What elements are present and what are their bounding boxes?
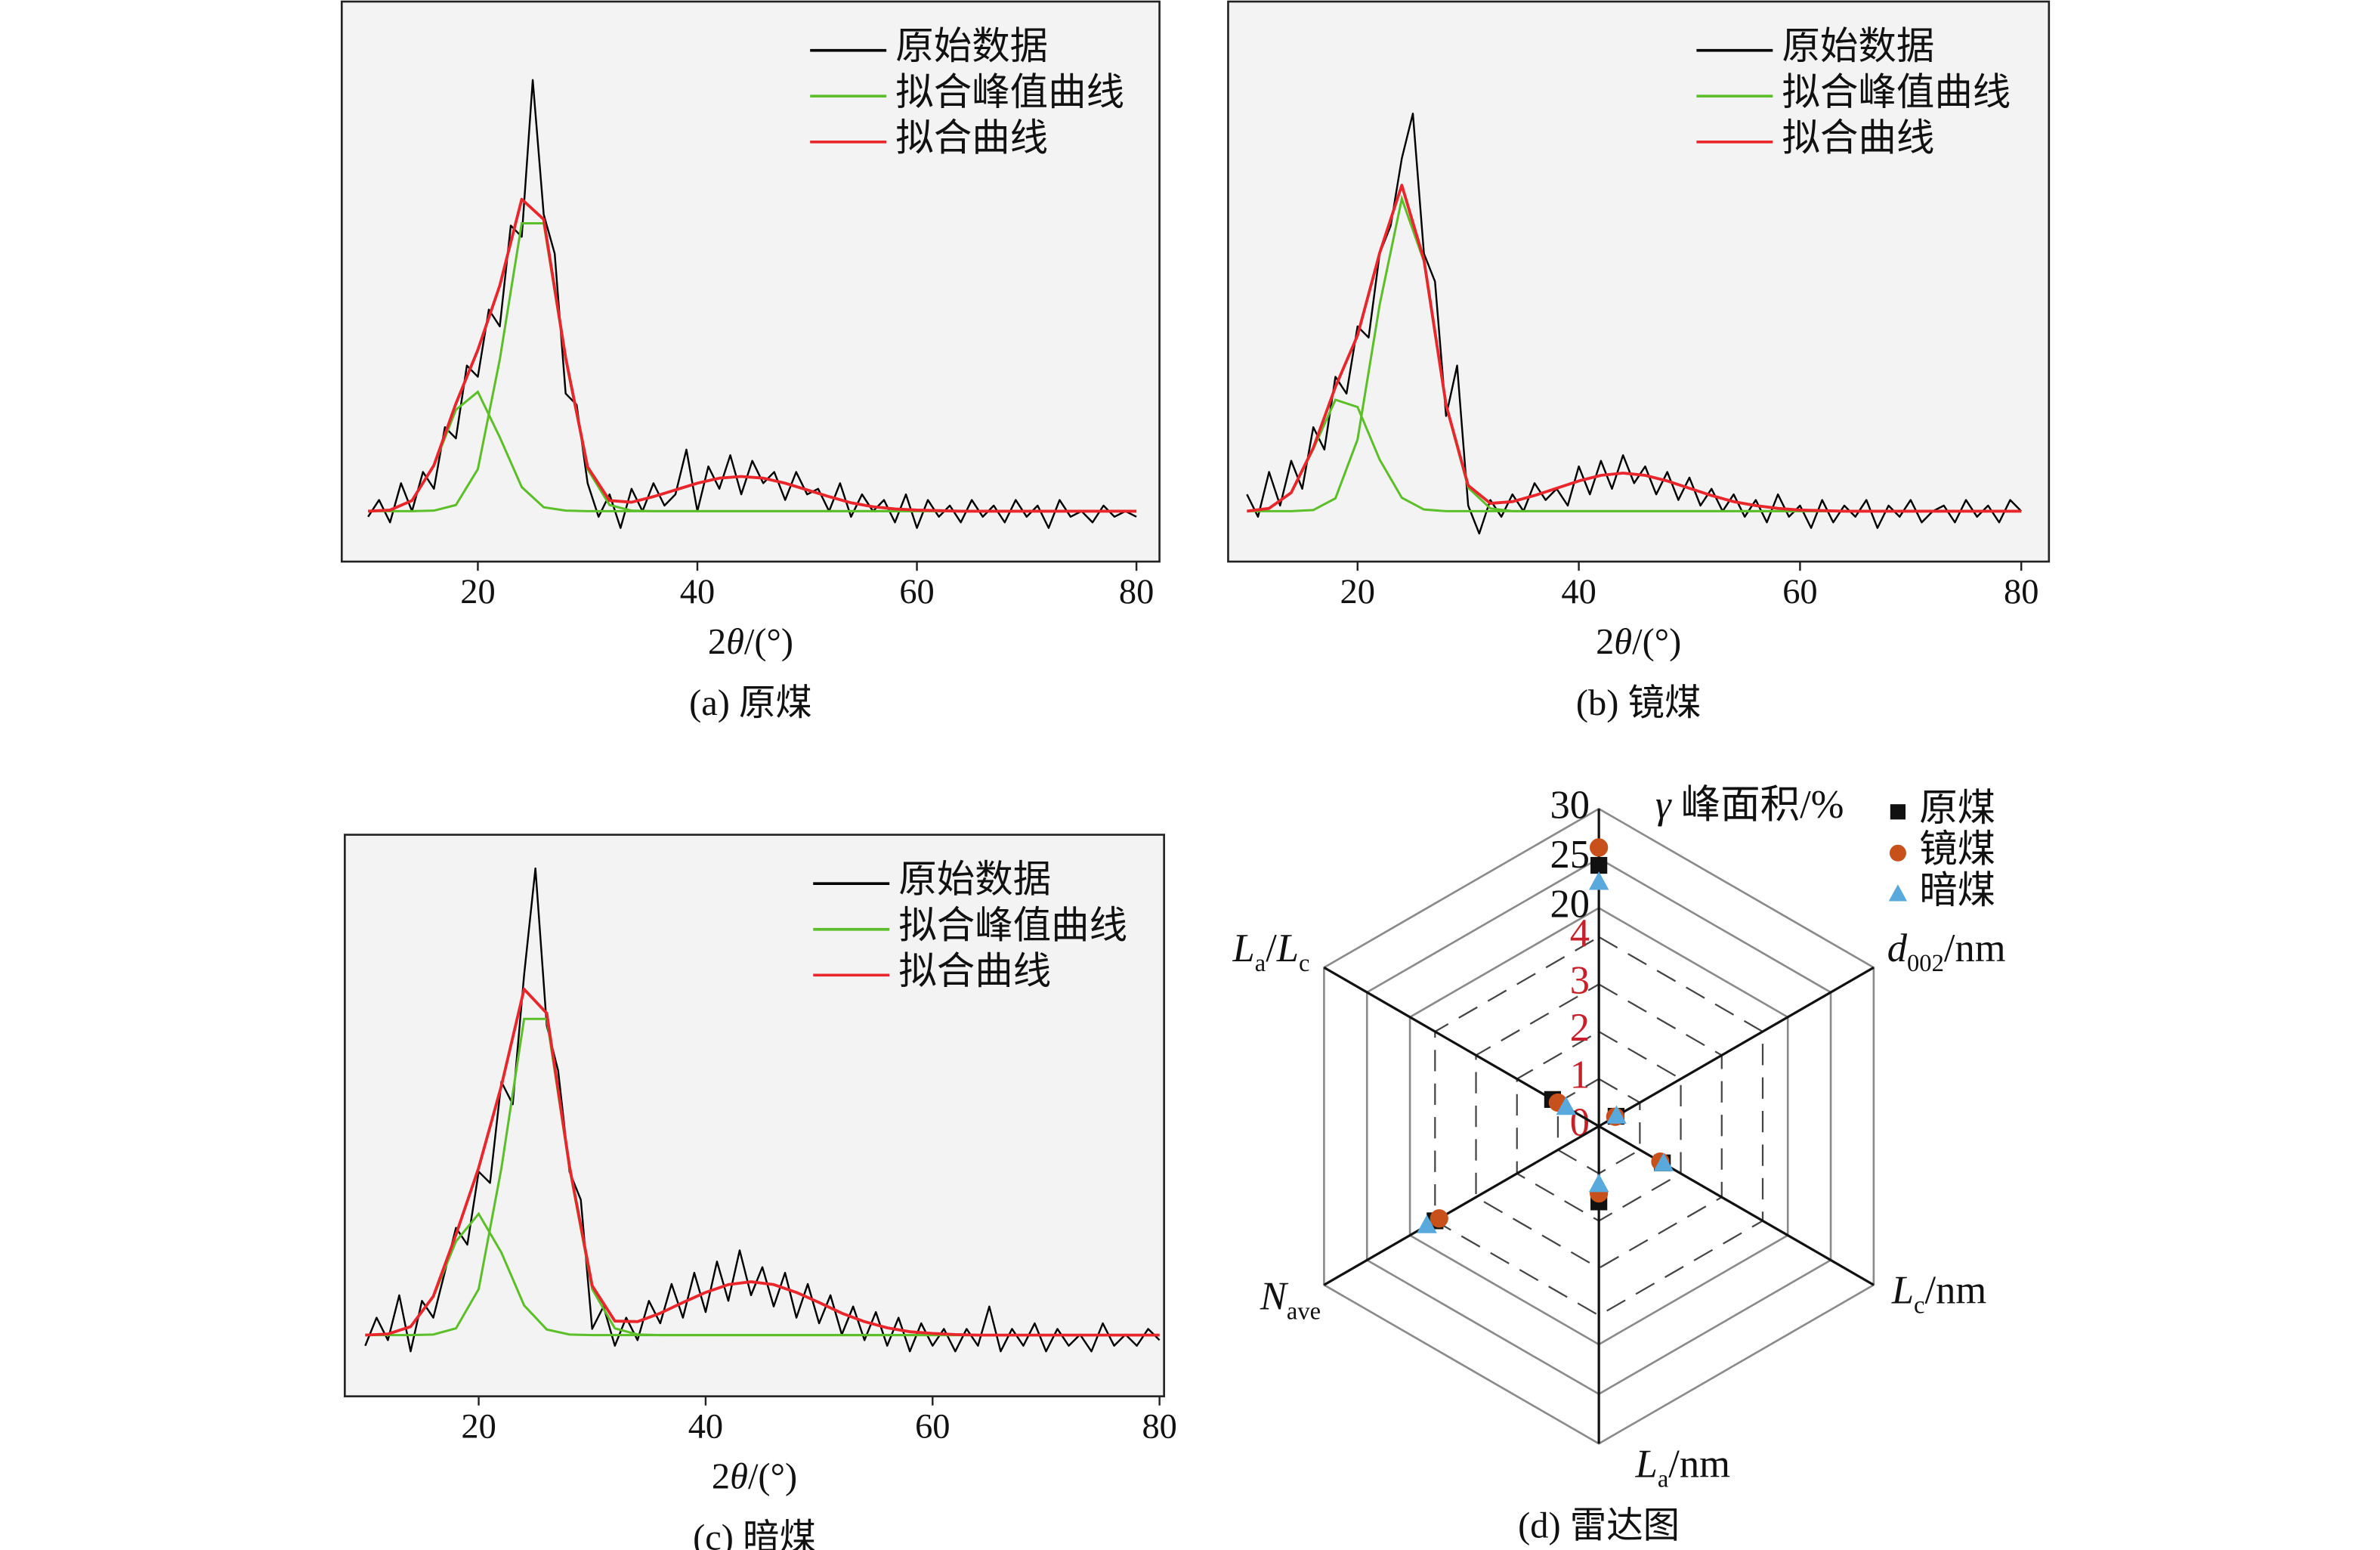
axis-label: Nave: [1260, 1274, 1321, 1325]
legend-label: 原煤: [1919, 787, 1995, 829]
marker-circle: [1430, 1209, 1448, 1228]
axis-label: d002/nm: [1887, 927, 2006, 977]
axis-label: La/Lc: [1232, 927, 1310, 977]
marker-square: [1890, 804, 1906, 820]
radar-spoke: [1598, 966, 1875, 1128]
legend-label: 原始数据: [895, 25, 1048, 67]
label-part: /nm: [1668, 1443, 1730, 1487]
label-part: γ: [1655, 783, 1672, 827]
fit-curve: [1247, 184, 2022, 513]
x-tick-label: 60: [1782, 573, 1817, 611]
caption: (b) 镜煤: [1576, 683, 1702, 723]
label-part: L: [1276, 927, 1299, 970]
caption: (d) 雷达图: [1518, 1505, 1680, 1545]
axis-label: γ 峰面积/%: [1655, 783, 1844, 827]
label-part: θ: [730, 1457, 748, 1497]
legend-label: 拟合峰值曲线: [895, 71, 1124, 113]
legend-label: 拟合曲线: [898, 950, 1051, 992]
legend-label: 拟合曲线: [895, 116, 1048, 159]
legend-label: 拟合峰值曲线: [1782, 71, 2011, 113]
label-part: a: [1658, 1466, 1668, 1493]
label-part: 峰面积/%: [1671, 783, 1844, 827]
r-tick-label: 2: [1570, 1006, 1590, 1050]
label-part: 002: [1907, 951, 1944, 978]
x-tick-label: 20: [460, 573, 495, 611]
label-part: d: [1887, 927, 1908, 970]
x-tick-label: 80: [1119, 573, 1154, 611]
legend-label: 镜煤: [1919, 828, 1995, 870]
x-tick-label: 40: [688, 1408, 723, 1446]
label-part: 2: [712, 1457, 730, 1497]
raw-data-line: [367, 79, 1137, 529]
label-part: /(°): [744, 622, 793, 662]
caption: (a) 原煤: [689, 683, 812, 723]
r-tick-label: 3: [1570, 958, 1590, 1002]
x-axis-label: 2θ/(°): [1596, 622, 1681, 662]
legend-label: 拟合曲线: [1782, 116, 1934, 159]
label-part: a: [1255, 951, 1266, 978]
label-part: θ: [1614, 622, 1632, 662]
label-part: L: [1635, 1443, 1658, 1487]
marker-triangle: [1888, 884, 1908, 902]
label-part: /(°): [1632, 622, 1681, 662]
marker-triangle: [1606, 1105, 1627, 1124]
legend-label: 原始数据: [1782, 25, 1934, 67]
marker-triangle: [1588, 871, 1609, 890]
legend-label: 原始数据: [898, 859, 1051, 901]
x-tick-label: 80: [1142, 1408, 1176, 1446]
label-part: θ: [726, 622, 744, 662]
label-part: /: [1266, 927, 1277, 970]
marker-triangle: [1556, 1096, 1577, 1115]
marker-triangle: [1417, 1214, 1437, 1233]
x-axis-label: 2θ/(°): [712, 1457, 797, 1497]
label-part: c: [1914, 1292, 1924, 1320]
label-part: /(°): [748, 1457, 797, 1497]
r-tick-label: 25: [1550, 833, 1590, 877]
caption: (c) 暗煤: [693, 1518, 816, 1550]
x-tick-label: 40: [680, 573, 715, 611]
plot-area: [1227, 0, 2051, 563]
marker-triangle: [1588, 1174, 1609, 1193]
label-part: ave: [1287, 1298, 1321, 1326]
r-tick-label: 1: [1570, 1053, 1590, 1097]
x-tick-label: 60: [915, 1408, 950, 1446]
label-part: N: [1260, 1274, 1289, 1318]
fit-curve: [365, 987, 1160, 1337]
r-tick-label: 20: [1550, 883, 1590, 927]
radar-spoke: [1323, 1125, 1600, 1286]
legend-label: 暗煤: [1919, 869, 1995, 911]
x-axis-label: 2θ/(°): [708, 622, 793, 662]
label-part: 2: [1596, 622, 1614, 662]
label-part: 2: [708, 622, 726, 662]
marker-triangle: [1653, 1152, 1674, 1171]
label-part: /nm: [1944, 927, 2006, 970]
radar-spoke: [1598, 1125, 1875, 1286]
label-part: L: [1232, 927, 1255, 970]
marker-circle: [1889, 844, 1906, 862]
x-tick-label: 20: [1340, 573, 1375, 611]
raw-data-line: [364, 867, 1161, 1353]
legend-label: 拟合峰值曲线: [898, 904, 1127, 946]
fit-curve: [368, 197, 1137, 513]
label-part: L: [1891, 1268, 1914, 1312]
label-part: /nm: [1925, 1268, 1987, 1312]
r-tick-label: 30: [1550, 783, 1590, 827]
label-part: c: [1299, 951, 1309, 978]
marker-square: [1590, 856, 1608, 874]
plot-area: [344, 834, 1165, 1397]
x-tick-label: 20: [461, 1408, 496, 1446]
x-tick-label: 60: [899, 573, 934, 611]
x-tick-label: 80: [2004, 573, 2038, 611]
r-tick-label: 4: [1570, 911, 1590, 955]
x-tick-label: 40: [1561, 573, 1596, 611]
axis-label: La/nm: [1635, 1443, 1730, 1493]
marker-circle: [1590, 838, 1609, 857]
axis-label: Lc/nm: [1891, 1268, 1986, 1319]
raw-data-line: [1246, 113, 2023, 535]
